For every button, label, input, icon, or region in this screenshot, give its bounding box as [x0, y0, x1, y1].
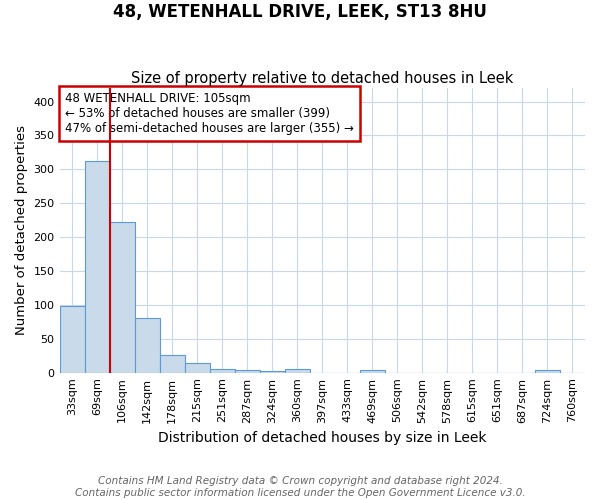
- Bar: [160, 355, 185, 372]
- Bar: [110, 222, 134, 372]
- Bar: [235, 370, 260, 372]
- Bar: [85, 161, 110, 372]
- Bar: [209, 370, 235, 372]
- Bar: [285, 368, 310, 372]
- Title: Size of property relative to detached houses in Leek: Size of property relative to detached ho…: [131, 70, 514, 86]
- X-axis label: Distribution of detached houses by size in Leek: Distribution of detached houses by size …: [158, 431, 487, 445]
- Y-axis label: Number of detached properties: Number of detached properties: [15, 126, 28, 336]
- Bar: [360, 370, 385, 372]
- Bar: [134, 318, 160, 372]
- Bar: [59, 306, 85, 372]
- Bar: [535, 370, 560, 372]
- Bar: [185, 363, 209, 372]
- Text: Contains HM Land Registry data © Crown copyright and database right 2024.
Contai: Contains HM Land Registry data © Crown c…: [74, 476, 526, 498]
- Text: 48, WETENHALL DRIVE, LEEK, ST13 8HU: 48, WETENHALL DRIVE, LEEK, ST13 8HU: [113, 2, 487, 21]
- Text: 48 WETENHALL DRIVE: 105sqm
← 53% of detached houses are smaller (399)
47% of sem: 48 WETENHALL DRIVE: 105sqm ← 53% of deta…: [65, 92, 353, 136]
